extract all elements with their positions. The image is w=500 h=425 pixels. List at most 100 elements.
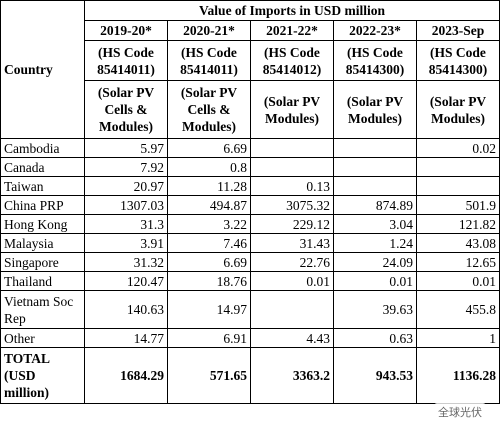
value-cell: 14.77 (84, 328, 168, 348)
total-label: TOTAL (USD million) (0, 347, 85, 404)
value-cell: 14.97 (167, 290, 251, 329)
country-cell: Canada (0, 157, 85, 177)
value-cell: 874.89 (333, 195, 417, 215)
data-row: Other 14.77 6.91 4.43 0.63 1 (0, 328, 500, 348)
data-row: Vietnam Soc Rep 140.63 14.97 39.63 455.8 (0, 290, 500, 329)
data-row: China PRP 1307.03 494.87 3075.32 874.89 501.9 (0, 195, 500, 215)
value-cell (416, 176, 500, 196)
data-row: Cambodia 5.97 6.69 0.02 (0, 138, 500, 158)
value-cell: 3.22 (167, 214, 251, 234)
value-cell: 39.63 (333, 290, 417, 329)
header-row: Country Value of Imports in USD million (0, 0, 500, 139)
value-cell: 31.43 (250, 233, 334, 253)
data-row: Malaysia 3.91 7.46 31.43 1.24 43.08 (0, 233, 500, 253)
value-cell (333, 176, 417, 196)
hs-code-header: (HS Code 85414300) (333, 40, 417, 81)
data-row: Singapore 31.32 6.69 22.76 24.09 12.65 (0, 252, 500, 272)
total-row: TOTAL (USD million) 1684.29 571.65 3363.2 94… (0, 347, 500, 404)
period-header: 2023-Sep (416, 20, 500, 41)
total-cell: 571.65 (167, 347, 251, 404)
country-cell: Other (0, 328, 85, 348)
value-cell: 0.01 (416, 271, 500, 291)
value-cell: 5.97 (84, 138, 168, 158)
total-cell: 3363.2 (250, 347, 334, 404)
data-row: Hong Kong 31.3 3.22 229.12 3.04 121.82 (0, 214, 500, 234)
value-cell: 1307.03 (84, 195, 168, 215)
value-cell: 229.12 (250, 214, 334, 234)
description-header: (Solar PV Modules) (416, 80, 500, 139)
total-cell: 1136.28 (416, 347, 500, 404)
period-header: 2019-20* (84, 20, 168, 41)
country-cell: Cambodia (0, 138, 85, 158)
period-header: 2022-23* (333, 20, 417, 41)
value-cell: 3.04 (333, 214, 417, 234)
value-cell: 0.02 (416, 138, 500, 158)
value-cell (250, 157, 334, 177)
value-cell (416, 157, 500, 177)
value-cell: 31.32 (84, 252, 168, 272)
country-header: Country (0, 0, 85, 139)
watermark: 全球光伏 (434, 403, 486, 421)
value-cell: 0.01 (333, 271, 417, 291)
country-cell: China PRP (0, 195, 85, 215)
value-cell (250, 138, 334, 158)
header-row: 2019-20* 2020-21* 2021-22* 2022-23* 2023-Sep (1, 20, 500, 41)
value-cell: 4.43 (250, 328, 334, 348)
value-cell: 0.13 (250, 176, 334, 196)
value-cell: 3075.32 (250, 195, 334, 215)
period-header: 2021-22* (250, 20, 334, 41)
data-row: Thailand 120.47 18.76 0.01 0.01 0.01 (0, 271, 500, 291)
country-cell: Vietnam Soc Rep (0, 290, 85, 329)
value-cell: 501.9 (416, 195, 500, 215)
description-header: (Solar PV Modules) (333, 80, 417, 139)
value-cell: 1 (416, 328, 500, 348)
value-cell: 120.47 (84, 271, 168, 291)
country-cell: Hong Kong (0, 214, 85, 234)
value-cell: 20.97 (84, 176, 168, 196)
country-cell: Thailand (0, 271, 85, 291)
hs-code-header: (HS Code 85414300) (416, 40, 500, 81)
total-cell: 943.53 (333, 347, 417, 404)
value-cell: 24.09 (333, 252, 417, 272)
hs-code-header: (HS Code 85414012) (250, 40, 334, 81)
value-cell: 494.87 (167, 195, 251, 215)
value-cell: 7.92 (84, 157, 168, 177)
description-header: (Solar PV Cells & Modules) (167, 80, 251, 139)
value-cell: 0.01 (250, 271, 334, 291)
value-cell: 0.63 (333, 328, 417, 348)
value-cell: 121.82 (416, 214, 500, 234)
country-cell: Taiwan (0, 176, 85, 196)
hs-code-header: (HS Code 85414011) (167, 40, 251, 81)
hs-code-header: (HS Code 85414011) (84, 40, 168, 81)
value-cell: 12.65 (416, 252, 500, 272)
value-cell: 0.8 (167, 157, 251, 177)
total-cell: 1684.29 (84, 347, 168, 404)
value-cell (333, 157, 417, 177)
value-cell: 11.28 (167, 176, 251, 196)
value-cell: 140.63 (84, 290, 168, 329)
value-cell: 43.08 (416, 233, 500, 253)
data-row: Canada 7.92 0.8 (0, 157, 500, 177)
value-cell: 31.3 (84, 214, 168, 234)
value-cell (333, 138, 417, 158)
country-cell: Singapore (0, 252, 85, 272)
header-row: (Solar PV Cells & Modules) (Solar PV Cell… (1, 80, 500, 139)
value-cell: 6.69 (167, 252, 251, 272)
value-cell: 7.46 (167, 233, 251, 253)
country-cell: Malaysia (0, 233, 85, 253)
imports-table: Country Value of Imports in USD million 20… (0, 0, 500, 404)
description-header: (Solar PV Modules) (250, 80, 334, 139)
description-header: (Solar PV Cells & Modules) (84, 80, 168, 139)
header-row: (HS Code 85414011) (HS Code 85414011) (HS … (1, 40, 500, 81)
value-cell: 1.24 (333, 233, 417, 253)
value-cell: 455.8 (416, 290, 500, 329)
value-cell (250, 290, 334, 329)
period-header: 2020-21* (167, 20, 251, 41)
value-cell: 6.69 (167, 138, 251, 158)
value-cell: 6.91 (167, 328, 251, 348)
table-title: Value of Imports in USD million (84, 0, 500, 21)
value-cell: 22.76 (250, 252, 334, 272)
value-cell: 3.91 (84, 233, 168, 253)
data-row: Taiwan 20.97 11.28 0.13 (0, 176, 500, 196)
